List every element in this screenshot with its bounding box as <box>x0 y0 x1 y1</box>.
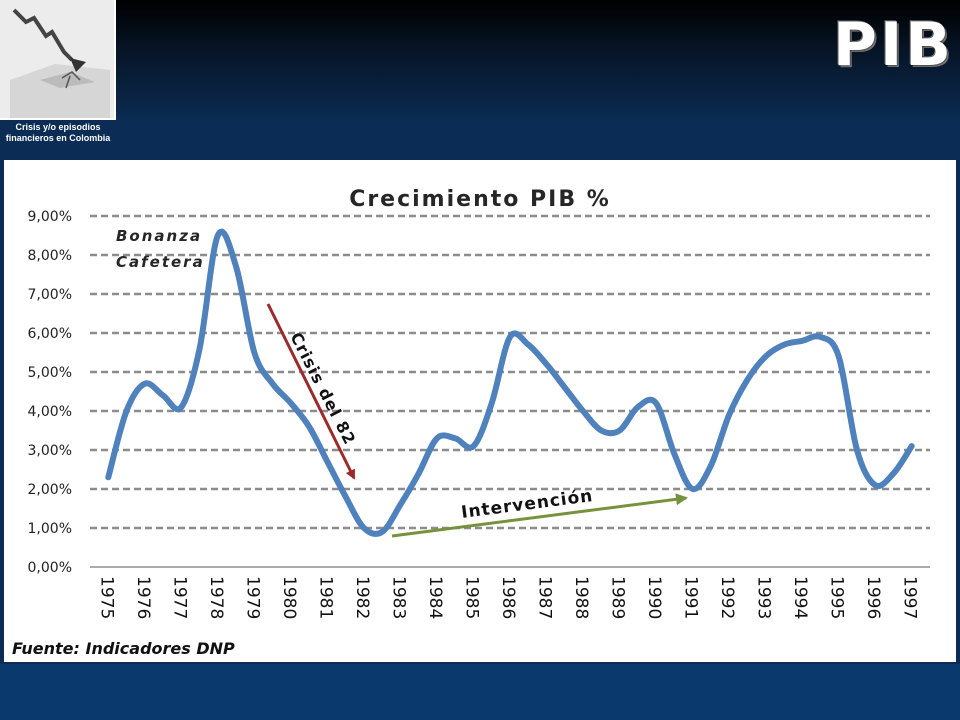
header-thumbnail <box>0 0 116 120</box>
x-tick-label: 1978 <box>206 576 226 619</box>
x-tick-label: 1994 <box>790 576 810 619</box>
bonanza-label-line-2: Cafetera <box>116 253 205 271</box>
y-tick-label: 6,00% <box>28 326 72 342</box>
x-tick-label: 1989 <box>608 576 628 619</box>
y-tick-label: 1,00% <box>28 521 72 537</box>
x-tick-label: 1976 <box>133 576 153 619</box>
chart-panel: Crecimiento PIB % 0,00% 1,00% 2,00% 3,00% 4,… <box>4 160 956 662</box>
y-tick-label: 4,00% <box>28 404 72 420</box>
y-tick-label: 7,00% <box>28 287 72 303</box>
x-tick-label: 1996 <box>863 576 883 619</box>
x-tick-label: 1984 <box>425 576 445 619</box>
x-tick-label: 1979 <box>242 576 262 619</box>
x-tick-label: 1991 <box>681 576 701 619</box>
header-bar <box>0 0 960 120</box>
intervencion-arrow <box>391 493 688 538</box>
page-title: PIB <box>832 10 954 80</box>
falling-chart-image <box>0 0 114 118</box>
x-tick-label: 1986 <box>498 576 518 619</box>
bonanza-label-line-1: Bonanza <box>116 227 202 245</box>
x-tick-label: 1992 <box>717 576 737 619</box>
x-tick-label: 1982 <box>352 576 372 619</box>
caption-line-1: Crisis y/o episodios <box>15 122 101 132</box>
crisis-label: Crisis del 82 <box>286 329 359 448</box>
chart-title: Crecimiento PIB % <box>349 187 611 212</box>
x-tick-label: 1981 <box>315 576 335 619</box>
grid <box>90 214 930 530</box>
x-tick-label: 1975 <box>96 576 116 619</box>
x-tick-label: 1977 <box>169 576 189 619</box>
x-tick-label: 1987 <box>535 576 555 619</box>
y-tick-label: 5,00% <box>28 365 72 381</box>
x-tick-label: 1988 <box>571 576 591 619</box>
y-axis-labels: 0,00% 1,00% 2,00% 3,00% 4,00% 5,00% 6,00% 7,00%… <box>28 209 72 576</box>
y-tick-label: 0,00% <box>28 560 72 576</box>
x-axis-labels: 1975 1976 1977 1978 1979 1980 1981 1982 1983 1984… <box>96 576 919 619</box>
annotation-bonanza: Bonanza Cafetera <box>116 227 205 271</box>
series-line-pib <box>105 228 915 537</box>
y-tick-label: 2,00% <box>28 482 72 498</box>
caption-line-2: financieros en Colombia <box>5 133 111 143</box>
x-tick-label: 1980 <box>279 576 299 619</box>
x-tick-label: 1993 <box>754 576 774 619</box>
thumbnail-caption: Crisis y/o episodios financieros en Colo… <box>0 122 116 144</box>
x-tick-label: 1983 <box>388 576 408 619</box>
crisis-arrow <box>266 303 356 480</box>
pib-growth-chart: Crecimiento PIB % 0,00% 1,00% 2,00% 3,00% 4,… <box>12 187 930 658</box>
y-tick-label: 8,00% <box>28 248 72 264</box>
x-tick-label: 1990 <box>644 576 664 619</box>
y-tick-label: 9,00% <box>28 209 72 225</box>
source-note: Fuente: Indicadores DNP <box>12 639 235 658</box>
x-tick-label: 1985 <box>461 576 481 619</box>
y-tick-label: 3,00% <box>28 443 72 459</box>
x-tick-label: 1997 <box>900 576 920 619</box>
footer-bar <box>0 664 960 720</box>
x-tick-label: 1995 <box>827 576 847 619</box>
